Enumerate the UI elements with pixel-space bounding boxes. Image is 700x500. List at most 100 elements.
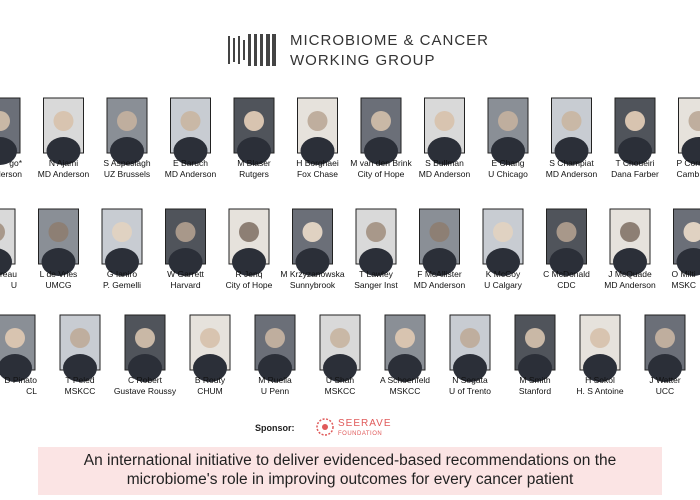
photo-body (388, 354, 422, 382)
person-affiliation: Stanford (519, 386, 551, 396)
photo-head (70, 328, 90, 348)
photo-head (590, 328, 610, 348)
photo-body (486, 248, 520, 276)
person-name: G Ianiro (107, 269, 138, 279)
person-affiliation: Rutgers (239, 169, 269, 179)
person-affiliation: U Penn (261, 386, 290, 396)
photo-head (48, 222, 69, 242)
person: dreauU (0, 208, 17, 290)
banner-background (38, 447, 662, 495)
person-affiliation: P. Gemelli (103, 280, 141, 290)
photo-body (549, 248, 584, 276)
person-name: M Krzyzanowska (280, 269, 345, 279)
photo-body (422, 248, 457, 276)
photo-head (366, 222, 386, 242)
photo-body (364, 137, 398, 165)
photo-body (0, 354, 32, 382)
banner-line: An international initiative to deliver e… (84, 452, 617, 469)
person-affiliation: Harvard (170, 280, 201, 290)
person-name: go* (9, 158, 22, 168)
photo-body (583, 354, 617, 382)
photo-head (525, 328, 545, 348)
person: go*nderson (0, 97, 23, 179)
person-name: T Peled (65, 375, 94, 385)
person-affiliation: U (11, 280, 17, 290)
person-name: H Borghaei (296, 158, 339, 168)
person-affiliation: MD Anderson (165, 169, 217, 179)
person-affiliation: Camb (677, 169, 700, 179)
person-name: H Sokol (585, 375, 615, 385)
photo-head (302, 222, 323, 242)
person-affiliation: CDC (557, 280, 575, 290)
person-affiliation: U of Trento (449, 386, 491, 396)
photo-body (300, 137, 335, 165)
photo-head (180, 111, 201, 131)
person-affiliation: Sunnybrook (290, 280, 336, 290)
sponsor-logo (316, 418, 334, 436)
person-affiliation: City of Hope (226, 280, 273, 290)
person-name: L de Vries (40, 269, 78, 279)
person-name: E Baruch (173, 158, 208, 168)
sponsor-name: SEERAVE (338, 418, 392, 429)
person-affiliation: MD Anderson (38, 169, 90, 179)
photo-body (648, 354, 682, 382)
photo-head (0, 111, 10, 131)
person-name: N Segata (452, 375, 488, 385)
photo-body (41, 248, 76, 276)
person-name: M Smith (519, 375, 550, 385)
person-name: dreau (0, 269, 17, 279)
photo-body (168, 248, 203, 276)
photo-head (620, 222, 640, 242)
sponsor-subname: FOUNDATION (338, 431, 382, 437)
photo-head (0, 223, 5, 241)
person-name: M Blaser (237, 158, 271, 168)
photo-head (429, 222, 450, 242)
photo-body (110, 137, 144, 165)
person-affiliation: UCC (656, 386, 674, 396)
person-name: J Watter (649, 375, 680, 385)
person-affiliation: MD Anderson (604, 280, 656, 290)
person-affiliation: U Calgary (484, 280, 523, 290)
person-name: U Shah (326, 375, 355, 385)
photo-head (330, 328, 350, 348)
person-name: F McAllister (417, 269, 462, 279)
person-affiliation: MSKCC (325, 386, 356, 396)
photo-body (193, 354, 227, 382)
person-affiliation: CHUM (197, 386, 223, 396)
photo-body (676, 248, 700, 276)
photo-body (295, 248, 330, 276)
photo-body (618, 137, 652, 165)
photo-head (265, 328, 285, 348)
person-affiliation: MD Anderson (414, 280, 466, 290)
person-affiliation: City of Hope (358, 169, 405, 179)
person-affiliation: UZ Brussels (104, 169, 150, 179)
person-affiliation: Gustave Roussy (114, 386, 177, 396)
person-name: E Chang (491, 158, 524, 168)
person-affiliation: MD Anderson (419, 169, 471, 179)
photo-head (371, 111, 391, 131)
person-name: K McCoy (486, 269, 521, 279)
person-name: O Milti (672, 269, 696, 279)
